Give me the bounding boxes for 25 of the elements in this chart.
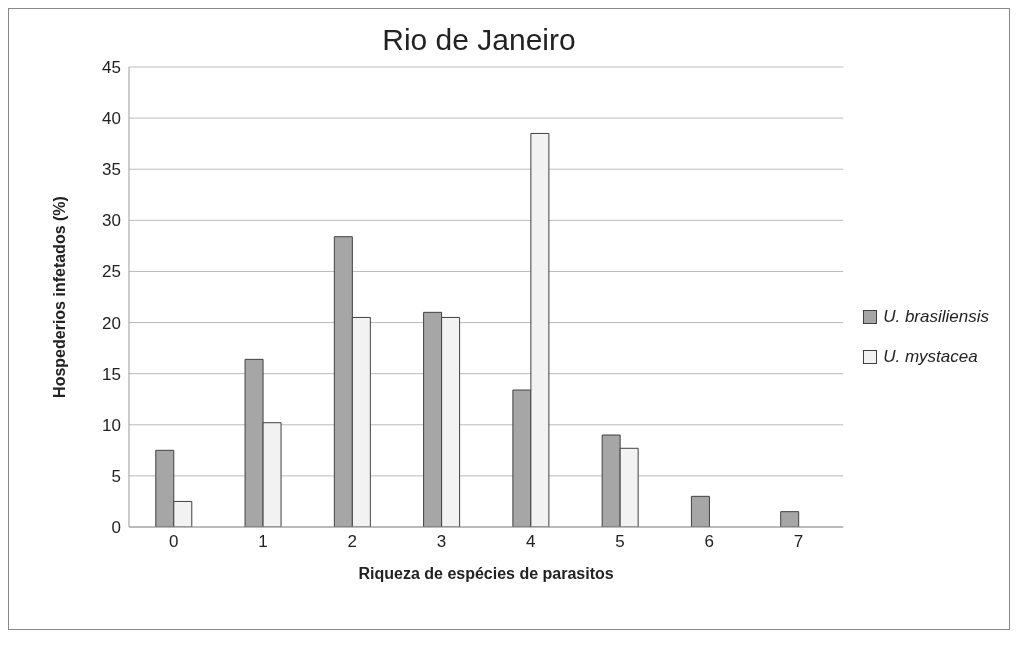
x-tick-label: 4 [526, 532, 536, 552]
y-tick-label: 25 [102, 262, 121, 282]
y-axis-title: Hospederios infetados (%) [50, 196, 68, 398]
y-tick-label: 10 [102, 415, 121, 435]
y-tick-label: 40 [102, 109, 121, 129]
legend-label: U. mystacea [883, 347, 978, 367]
bar [690, 495, 710, 527]
x-tick-label: 5 [615, 532, 625, 552]
x-tick-label: 7 [793, 532, 804, 552]
y-tick-label: 0 [111, 518, 121, 538]
chart-title: Rio de Janeiro [381, 23, 577, 57]
x-tick-label: 2 [347, 532, 357, 552]
y-tick-label: 30 [102, 211, 121, 231]
bar [780, 511, 800, 527]
x-axis-title: Riqueza de espécies de parasitos [358, 565, 614, 582]
legend-label: U. brasiliensis [883, 307, 989, 327]
y-tick-label: 5 [111, 466, 121, 486]
x-tick-label: 6 [704, 532, 715, 552]
x-tick-label: 3 [436, 532, 447, 552]
y-tick-label: 15 [102, 364, 121, 384]
y-tick-label: 35 [102, 160, 121, 180]
x-tick-label: 1 [258, 532, 268, 552]
y-tick-label: 45 [102, 58, 121, 78]
x-tick-label: 0 [168, 532, 179, 552]
y-tick-label: 20 [102, 313, 121, 333]
